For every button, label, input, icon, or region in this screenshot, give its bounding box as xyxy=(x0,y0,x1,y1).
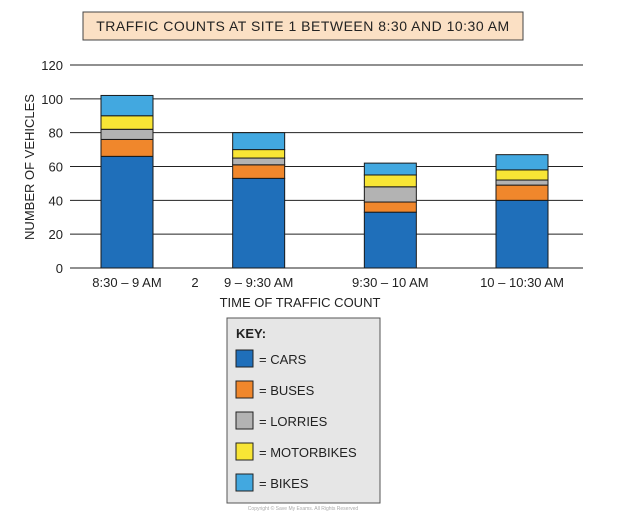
chart-title: TRAFFIC COUNTS AT SITE 1 BETWEEN 8:30 AN… xyxy=(82,11,524,41)
legend-swatch-bikes xyxy=(235,473,254,492)
x-tick-label: 8:30 – 9 AM xyxy=(92,275,161,290)
bar-segment-buses xyxy=(363,201,417,213)
bar-segment-lorries xyxy=(495,179,549,186)
bar-segment-buses xyxy=(495,184,549,201)
x-tick-label: 9 – 9:30 AM xyxy=(224,275,293,290)
y-tick-label: 120 xyxy=(41,58,63,73)
y-axis-label: NUMBER OF VEHICLES xyxy=(22,94,37,240)
bar-segment-bikes xyxy=(363,162,417,176)
x-tick-label: 9:30 – 10 AM xyxy=(352,275,429,290)
legend-label-bikes: = BIKES xyxy=(259,476,309,491)
y-tick-label: 0 xyxy=(56,261,63,276)
bar-segment-bikes xyxy=(232,132,286,151)
legend-label-cars: = CARS xyxy=(259,352,307,367)
x-tick-label: 10 – 10:30 AM xyxy=(480,275,564,290)
x-tick-labels: 8:30 – 9 AM 9 – 9:30 AM 9:30 – 10 AM 10 – 1… xyxy=(92,275,564,290)
y-tick-label: 80 xyxy=(49,126,63,141)
x-axis-label: TIME OF TRAFFIC COUNT xyxy=(220,295,381,310)
bar-segment-buses xyxy=(232,164,286,179)
title-text: TRAFFIC COUNTS AT SITE 1 BETWEEN 8:30 AN… xyxy=(96,18,509,34)
legend: KEY: = CARS= BUSES= LORRIES= MOTORBIKES=… xyxy=(226,317,381,504)
bar-segment-bikes xyxy=(495,154,549,171)
legend-swatch-buses xyxy=(235,380,254,399)
legend-label-motorbikes: = MOTORBIKES xyxy=(259,445,357,460)
bar-segment-cars xyxy=(232,177,286,269)
bar-segment-buses xyxy=(100,138,154,157)
bar-segment-lorries xyxy=(232,157,286,166)
bar-segment-lorries xyxy=(363,186,417,203)
bars xyxy=(100,94,549,269)
bar-segment-cars xyxy=(100,155,154,269)
bar-segment-motorbikes xyxy=(363,174,417,188)
stray-label: 2 xyxy=(191,275,198,290)
legend-swatch-lorries xyxy=(235,411,254,430)
legend-box xyxy=(226,317,381,504)
bar-segment-motorbikes xyxy=(232,149,286,159)
y-tick-label: 20 xyxy=(49,227,63,242)
y-tick-label: 100 xyxy=(41,92,63,107)
bar-segment-cars xyxy=(495,199,549,269)
y-tick-label: 40 xyxy=(49,193,63,208)
legend-label-lorries: = LORRIES xyxy=(259,414,328,429)
copyright-text: Copyright © Save My Exams. All Rights Re… xyxy=(248,505,359,512)
bar-segment-motorbikes xyxy=(100,115,154,130)
bar-segment-bikes xyxy=(100,94,154,117)
y-tick-label: 60 xyxy=(49,160,63,175)
legend-label-buses: = BUSES xyxy=(259,383,315,398)
bar-segment-motorbikes xyxy=(495,169,549,181)
legend-items: = CARS = BUSES = LORRIES = MOTORBIKES = BIKE… xyxy=(235,349,357,492)
legend-swatch-cars xyxy=(235,349,254,368)
legend-heading: KEY: xyxy=(236,326,266,341)
title-box xyxy=(82,11,524,41)
legend-swatch-motorbikes xyxy=(235,442,254,461)
bar-segment-lorries xyxy=(100,128,154,140)
y-tick-labels: 0 20 40 60 80 100 120 xyxy=(41,58,63,276)
bar-segment-cars xyxy=(363,211,417,269)
